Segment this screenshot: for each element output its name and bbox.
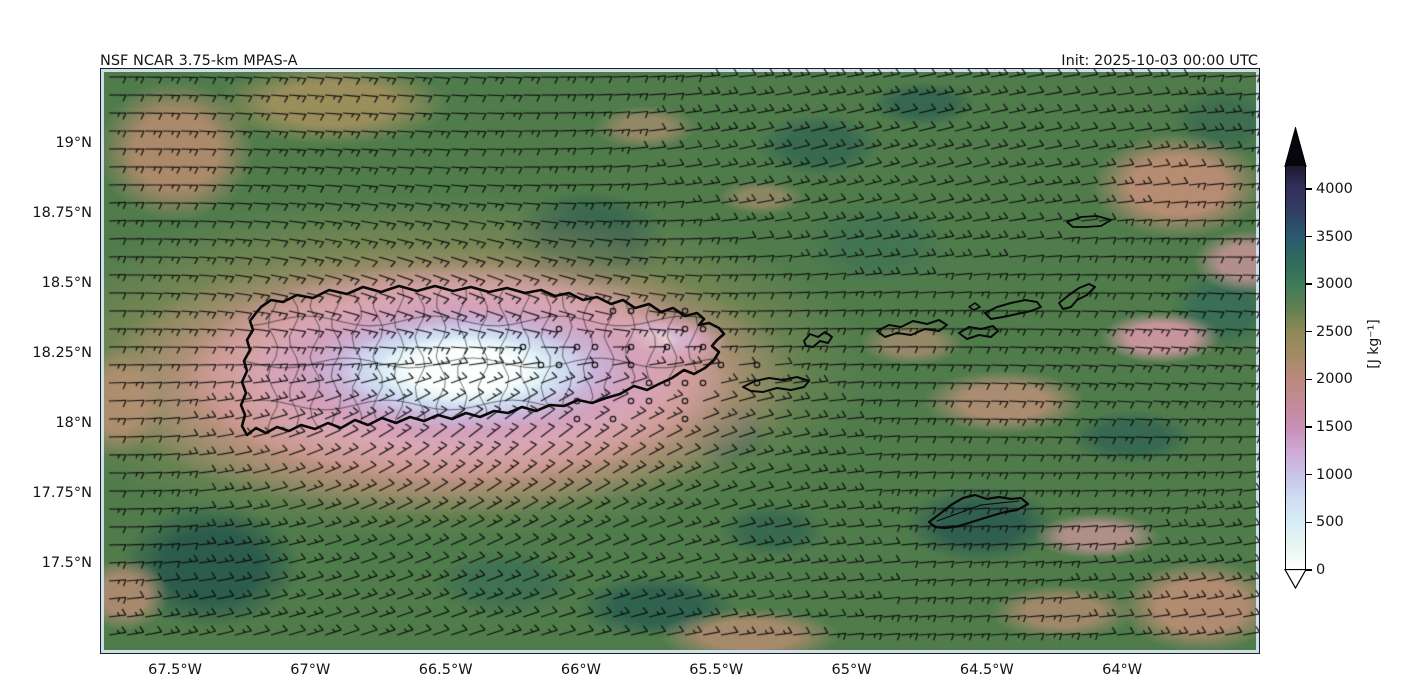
vieques-outline [742,376,810,393]
st-thomas-outline [876,319,948,338]
x-tick-label: 65.5°W [689,662,744,678]
wind-barbs-layer [101,69,1259,653]
colorbar-tick-label: 1500 [1316,419,1353,436]
colorbar-tick-label: 3500 [1316,228,1353,245]
st-john-outline [958,325,999,340]
colorbar-tick-label: 0 [1316,562,1326,578]
colorbar-extend-min-arrow [1284,569,1307,589]
x-tick-label: 65°W [831,662,872,678]
colorbar-tick-label: 1000 [1316,466,1353,483]
jost-van-dyke-outline [968,302,981,311]
colorbar-tick-mark [1306,188,1312,190]
x-tick-label: 67°W [290,662,331,678]
figure-title: NSF NCAR 3.75-km MPAS-A [100,53,298,69]
y-tick-label: 18°N [55,414,92,431]
colorbar-extend-max-arrow [1284,127,1307,167]
st-croix-outline [927,493,1030,530]
colorbar-tick-label: 3000 [1316,276,1353,293]
st-croix-ridge-line [936,500,1020,522]
colorbar-tick-label: 2000 [1316,371,1353,388]
colorbar-tick-mark [1306,521,1312,524]
colorbar-tick-mark [1306,569,1312,571]
y-tick-label: 18.25°N [32,344,92,361]
y-tick-label: 19°N [55,134,92,151]
coastlines-layer [239,215,1112,530]
x-tick-label: 64°W [1102,662,1143,678]
colorbar-tick-mark [1306,426,1312,428]
x-tick-label: 67.5°W [148,662,202,678]
culebra-outline [803,331,833,348]
puerto-rico-outline [239,284,726,437]
colorbar-tick-mark [1306,378,1312,381]
y-tick-label: 17.5°N [41,554,92,571]
x-tick-label: 66.5°W [418,662,473,678]
tortola-outline [984,299,1042,320]
map-plot-area [100,68,1260,654]
x-tick-label: 64.5°W [959,662,1014,678]
colorbar-tick-label: 500 [1316,514,1344,531]
colorbar-tick-mark [1306,283,1312,285]
colorbar-tick-mark [1306,331,1312,333]
virgin-gorda-outline [1058,283,1096,310]
anegada-outline [1066,215,1112,228]
colorbar-unit-label: [J kg⁻¹] [1366,318,1382,369]
colorbar-tick-mark [1306,474,1312,476]
colorbar-gradient-bar [1285,166,1306,570]
colorbar-tick-label: 4000 [1316,180,1353,197]
colorbar-tick-label: 2500 [1316,323,1353,340]
y-tick-label: 18.75°N [32,204,92,221]
y-tick-label: 18.5°N [41,274,92,291]
x-tick-label: 66°W [560,662,601,678]
init-time-label: Init: 2025-10-03 00:00 UTC [1061,53,1258,69]
colorbar-tick-mark [1306,235,1312,238]
colorbar: [J kg⁻¹] 0 500 1000 1500 2000 2500 3000 3500 400… [1284,127,1382,589]
y-tick-label: 17.75°N [32,484,92,501]
